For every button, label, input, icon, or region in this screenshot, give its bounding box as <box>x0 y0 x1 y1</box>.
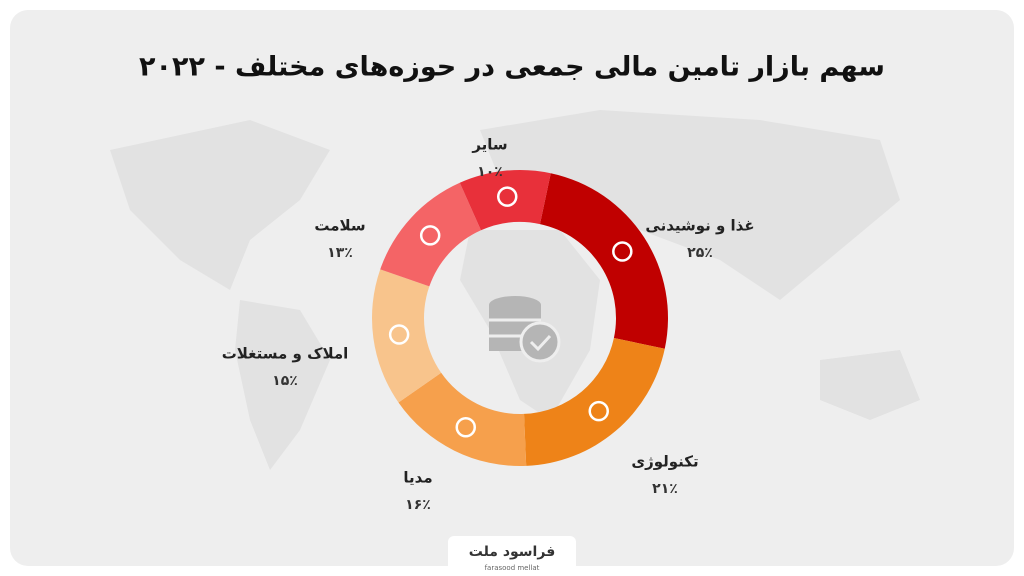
value-label: ۱۵٪ <box>272 373 298 389</box>
category-label: سلامت <box>314 217 365 235</box>
category-label: مدیا <box>403 469 432 487</box>
donut-segment <box>372 269 442 403</box>
segment-icon <box>419 225 441 246</box>
brand-box <box>448 536 576 576</box>
category-label: تکنولوژی <box>631 453 698 471</box>
center-icon <box>489 296 561 363</box>
category-label: سایر <box>471 136 507 154</box>
value-label: ۱۰٪ <box>477 164 503 180</box>
category-label: املاک و مستغلات <box>222 345 349 363</box>
value-label: ۱۶٪ <box>405 497 431 513</box>
donut <box>372 170 668 466</box>
donut-segment <box>539 173 668 349</box>
segment-icon <box>388 324 410 345</box>
donut-segment <box>380 182 481 287</box>
value-label: ۱۳٪ <box>327 245 353 261</box>
value-label: ۲۵٪ <box>687 245 713 261</box>
value-label: ۲۱٪ <box>652 481 678 497</box>
segment-icon <box>455 417 477 438</box>
brand-latin: farasood mellat <box>485 564 540 572</box>
brand-name: فراسود ملت <box>469 544 555 560</box>
chart-title: سهم بازار تامین مالی جمعی در حوزه‌های مخ… <box>139 52 885 83</box>
segment-icon <box>612 241 633 262</box>
category-label: غذا و نوشیدنی <box>645 217 754 235</box>
donut-segment <box>459 170 551 231</box>
segment-icon <box>588 400 609 422</box>
segment-icon <box>496 186 518 207</box>
